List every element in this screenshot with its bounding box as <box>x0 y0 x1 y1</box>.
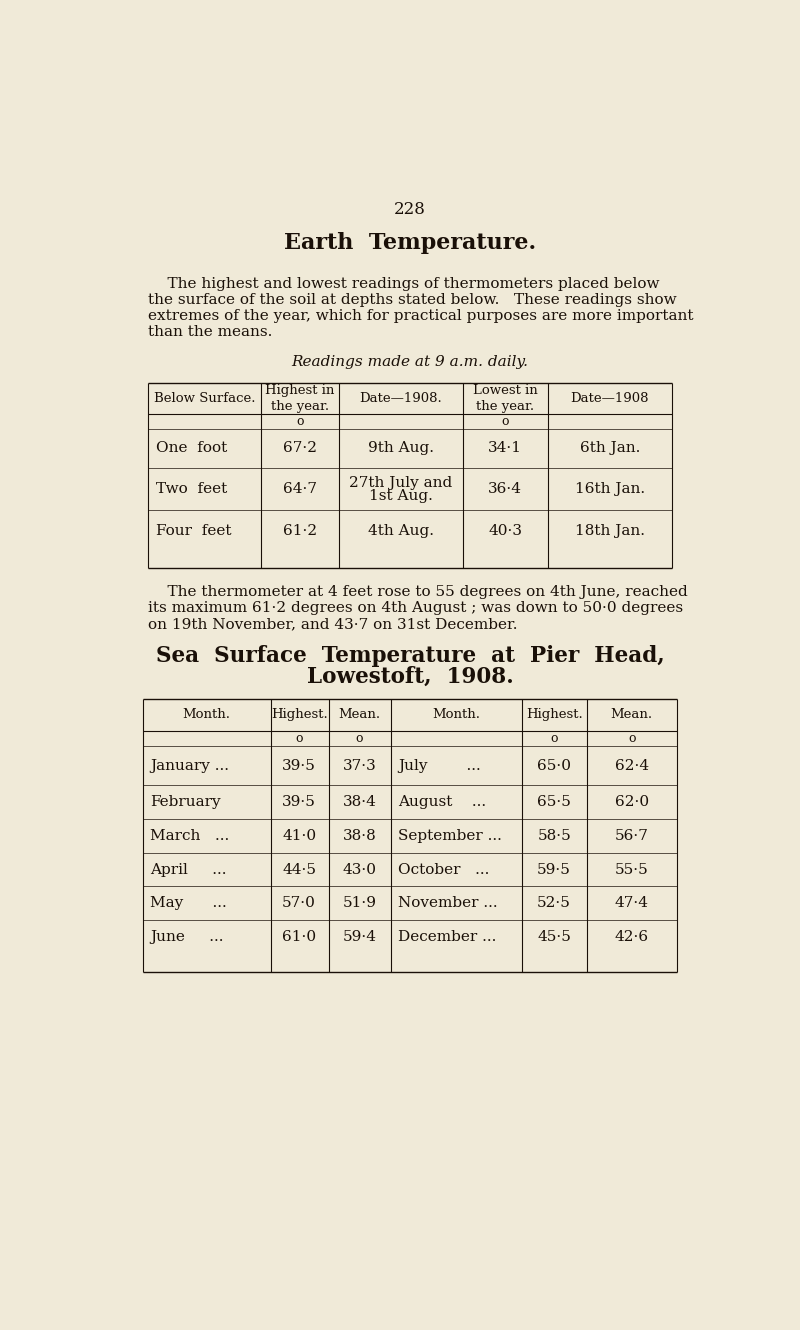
Text: Highest in
the year.: Highest in the year. <box>266 384 334 412</box>
Text: 38·4: 38·4 <box>342 795 377 809</box>
Text: 52·5: 52·5 <box>538 896 571 911</box>
Text: Mean.: Mean. <box>338 709 381 721</box>
Text: 228: 228 <box>394 201 426 218</box>
Text: 39·5: 39·5 <box>282 795 316 809</box>
Text: o: o <box>295 732 303 745</box>
Text: March   ...: March ... <box>150 829 230 843</box>
Text: 6th Jan.: 6th Jan. <box>580 442 640 455</box>
Text: November ...: November ... <box>398 896 498 911</box>
Text: 59·4: 59·4 <box>342 930 377 944</box>
Text: 57·0: 57·0 <box>282 896 316 911</box>
Text: July        ...: July ... <box>398 758 481 773</box>
Text: Month.: Month. <box>433 709 481 721</box>
Text: Four  feet: Four feet <box>156 524 231 539</box>
Text: 61·2: 61·2 <box>283 524 317 539</box>
Text: than the means.: than the means. <box>148 325 273 339</box>
Text: August    ...: August ... <box>398 795 486 809</box>
Text: Highest.: Highest. <box>270 709 327 721</box>
Text: Below Surface.: Below Surface. <box>154 392 255 404</box>
Text: 65·5: 65·5 <box>538 795 571 809</box>
Text: o: o <box>502 415 509 428</box>
Text: 1st Aug.: 1st Aug. <box>369 489 433 504</box>
Text: 51·9: 51·9 <box>342 896 377 911</box>
Text: May      ...: May ... <box>150 896 227 911</box>
Text: 59·5: 59·5 <box>538 863 571 876</box>
Text: 56·7: 56·7 <box>614 829 649 843</box>
Text: 39·5: 39·5 <box>282 758 316 773</box>
Text: 55·5: 55·5 <box>614 863 649 876</box>
Text: extremes of the year, which for practical purposes are more important: extremes of the year, which for practica… <box>148 309 694 323</box>
Text: Sea  Surface  Temperature  at  Pier  Head,: Sea Surface Temperature at Pier Head, <box>156 645 664 668</box>
Text: Month.: Month. <box>182 709 230 721</box>
Text: 27th July and: 27th July and <box>349 476 452 489</box>
Text: 61·0: 61·0 <box>282 930 316 944</box>
Text: its maximum 61·2 degrees on 4th August ; was down to 50·0 degrees: its maximum 61·2 degrees on 4th August ;… <box>148 601 683 614</box>
Text: Earth  Temperature.: Earth Temperature. <box>284 231 536 254</box>
Text: 36·4: 36·4 <box>488 481 522 496</box>
Text: Mean.: Mean. <box>610 709 653 721</box>
Text: o: o <box>356 732 363 745</box>
Text: October   ...: October ... <box>398 863 490 876</box>
Text: on 19th November, and 43·7 on 31st December.: on 19th November, and 43·7 on 31st Decem… <box>148 617 518 630</box>
Text: 34·1: 34·1 <box>488 442 522 455</box>
Text: 9th Aug.: 9th Aug. <box>368 442 434 455</box>
Text: January ...: January ... <box>150 758 230 773</box>
Text: 4th Aug.: 4th Aug. <box>368 524 434 539</box>
Text: 62·0: 62·0 <box>614 795 649 809</box>
Text: September ...: September ... <box>398 829 502 843</box>
Text: Lowestoft,  1908.: Lowestoft, 1908. <box>306 666 514 688</box>
Text: o: o <box>296 415 304 428</box>
Text: February: February <box>150 795 221 809</box>
Text: 43·0: 43·0 <box>342 863 377 876</box>
Text: Readings made at 9 a.m. daily.: Readings made at 9 a.m. daily. <box>291 355 529 370</box>
Text: 65·0: 65·0 <box>537 758 571 773</box>
Text: Date—1908.: Date—1908. <box>359 392 442 404</box>
Text: 47·4: 47·4 <box>614 896 649 911</box>
Text: o: o <box>628 732 635 745</box>
Text: 64·7: 64·7 <box>283 481 317 496</box>
Text: o: o <box>550 732 558 745</box>
Text: Lowest in
the year.: Lowest in the year. <box>473 384 538 412</box>
Text: 58·5: 58·5 <box>538 829 571 843</box>
Text: 40·3: 40·3 <box>488 524 522 539</box>
Text: June     ...: June ... <box>150 930 224 944</box>
Text: Highest.: Highest. <box>526 709 582 721</box>
Text: 38·8: 38·8 <box>342 829 377 843</box>
Text: Date—1908: Date—1908 <box>570 392 650 404</box>
Text: The thermometer at 4 feet rose to 55 degrees on 4th June, reached: The thermometer at 4 feet rose to 55 deg… <box>148 585 688 598</box>
Text: 44·5: 44·5 <box>282 863 316 876</box>
Text: 41·0: 41·0 <box>282 829 316 843</box>
Text: the surface of the soil at depths stated below.   These readings show: the surface of the soil at depths stated… <box>148 293 677 307</box>
Text: 67·2: 67·2 <box>283 442 317 455</box>
Text: The highest and lowest readings of thermometers placed below: The highest and lowest readings of therm… <box>148 277 659 291</box>
Text: One  foot: One foot <box>156 442 227 455</box>
Text: 37·3: 37·3 <box>342 758 377 773</box>
Text: 62·4: 62·4 <box>614 758 649 773</box>
Text: December ...: December ... <box>398 930 497 944</box>
Text: 18th Jan.: 18th Jan. <box>575 524 645 539</box>
Text: 45·5: 45·5 <box>538 930 571 944</box>
Text: 42·6: 42·6 <box>614 930 649 944</box>
Text: Two  feet: Two feet <box>156 481 227 496</box>
Text: April     ...: April ... <box>150 863 227 876</box>
Text: 16th Jan.: 16th Jan. <box>575 481 645 496</box>
